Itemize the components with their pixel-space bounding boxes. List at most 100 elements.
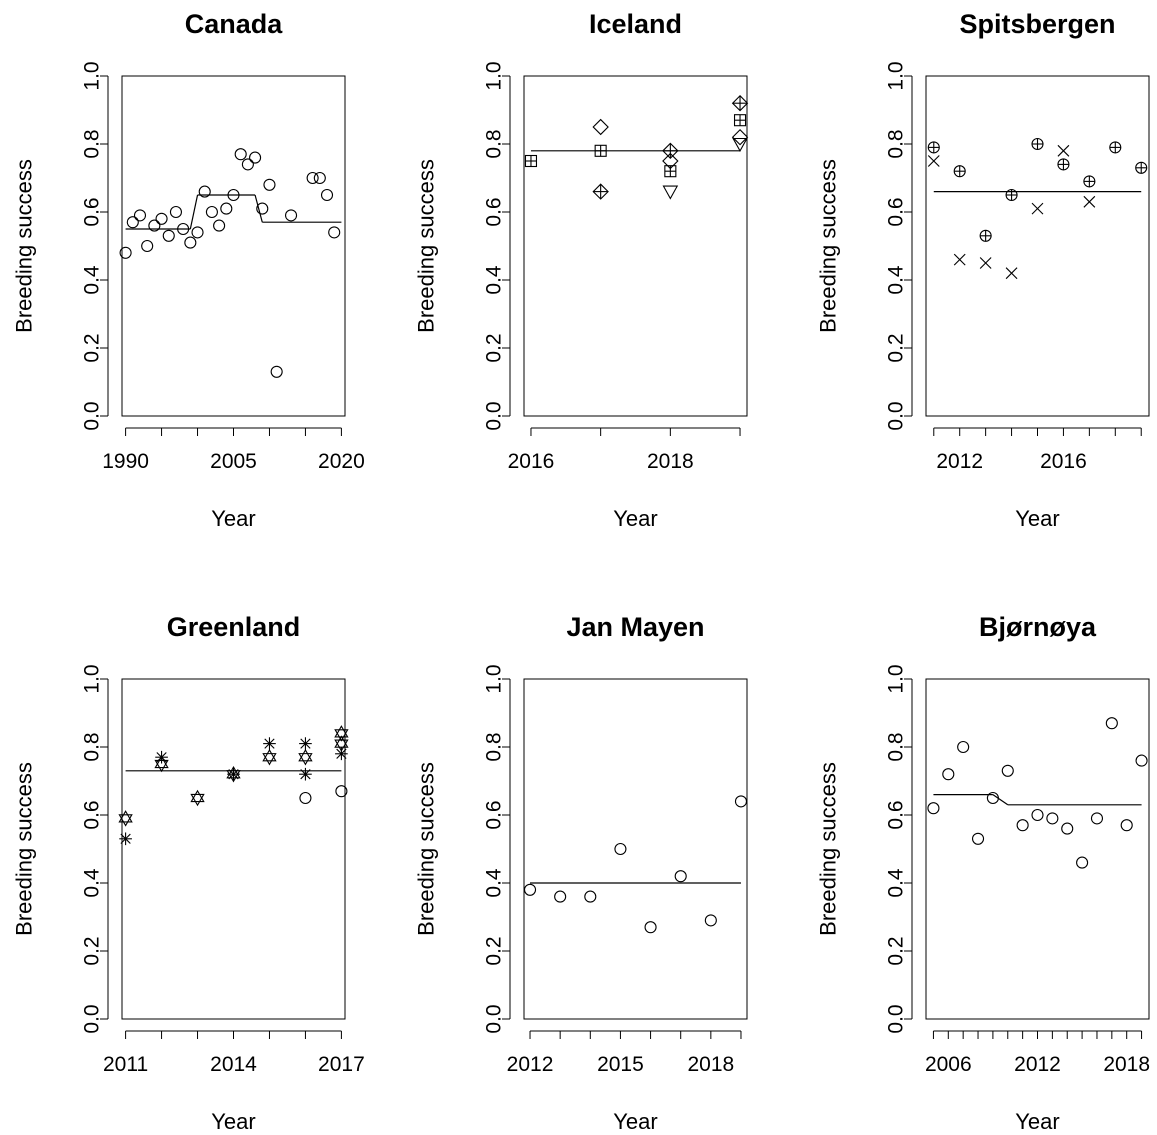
y-tick-label: 0.4 [81, 868, 104, 898]
y-tick-label: 1.0 [483, 61, 506, 90]
data-point [256, 202, 269, 215]
y-tick-label: 0.8 [885, 732, 908, 761]
data-point [942, 768, 955, 781]
data-point [979, 229, 992, 242]
data-point [198, 185, 211, 198]
data-point [313, 171, 326, 185]
data-point [190, 789, 205, 807]
data-point [1135, 161, 1148, 174]
data-point [1090, 812, 1104, 825]
data-point [177, 222, 190, 236]
data-point [299, 737, 312, 750]
y-tick-label: 1.0 [483, 664, 506, 693]
x-tick-label: 2017 [318, 1053, 365, 1076]
data-point [1076, 856, 1089, 869]
panel-canada: Canada 0.0 0.2 0.4 0.6 0.8 1.0 Breeding success… [12, 9, 365, 531]
data-point [155, 750, 168, 764]
chart-title: Spitsbergen [959, 9, 1115, 39]
x-tick-label: 2006 [925, 1053, 972, 1076]
data-point [1057, 144, 1070, 157]
data-point [1061, 822, 1074, 835]
data-point [334, 725, 349, 742]
y-tick-label: 0.6 [885, 197, 908, 226]
plot-frame [121, 75, 346, 417]
x-tick-label: 2015 [597, 1053, 644, 1076]
y-tick-label: 0.2 [483, 936, 506, 965]
chart-title: Greenland [167, 612, 301, 642]
data-point [126, 216, 139, 229]
y-tick-label: 0.4 [483, 265, 506, 295]
y-tick-label: 0.2 [885, 936, 908, 965]
y-tick-label: 1.0 [885, 61, 908, 90]
panel-bjornoya: Bjørnøya 0.0 0.2 0.4 0.6 0.8 1.0 Breeding succe… [816, 612, 1151, 1134]
data-point [664, 165, 677, 178]
y-axis-label: Breeding success [414, 159, 439, 333]
data-point [986, 791, 999, 805]
y-tick-label: 0.0 [885, 1004, 908, 1033]
y-tick-label: 1.0 [81, 61, 104, 90]
data-point [584, 890, 597, 903]
data-point [184, 236, 197, 249]
data-point [213, 219, 226, 232]
data-point [554, 890, 567, 903]
data-point [662, 142, 679, 160]
y-axis-label: Breeding success [414, 762, 439, 936]
data-point [927, 155, 940, 167]
panel-iceland: Iceland 0.0 0.2 0.4 0.6 0.8 1.0 Breeding succes… [414, 9, 749, 531]
y-tick-label: 0.8 [483, 129, 506, 158]
data-point [205, 205, 218, 219]
y-axis-label: Breeding success [12, 762, 37, 936]
data-point [524, 154, 538, 168]
data-point [1031, 808, 1044, 822]
x-tick-label: 2016 [508, 450, 555, 473]
y-tick-label: 0.6 [483, 197, 506, 226]
data-point [119, 832, 132, 846]
data-point [227, 767, 240, 781]
chart-title: Bjørnøya [979, 612, 1097, 642]
plot-frame [925, 75, 1150, 417]
trend-line [992, 794, 1009, 806]
data-point [1109, 141, 1122, 154]
data-point [1083, 175, 1096, 188]
plot-frame [523, 678, 748, 1020]
data-point [1135, 754, 1148, 767]
data-point [953, 165, 966, 178]
plot-frame [121, 678, 346, 1020]
x-tick-label: 2005 [210, 450, 257, 473]
data-point [299, 767, 312, 781]
x-tick-label: 2020 [318, 450, 365, 473]
y-tick-label: 0.4 [483, 868, 506, 898]
y-tick-label: 1.0 [81, 664, 104, 693]
data-point [220, 202, 233, 215]
y-tick-label: 0.6 [81, 800, 104, 829]
y-tick-label: 0.2 [885, 333, 908, 362]
x-tick-label: 2012 [1014, 1053, 1061, 1076]
data-point [284, 209, 298, 222]
data-point [957, 740, 970, 754]
y-tick-label: 0.8 [81, 732, 104, 761]
data-point [1031, 202, 1044, 215]
y-tick-label: 0.4 [885, 868, 908, 898]
data-point [133, 209, 147, 222]
x-tick-label: 2014 [210, 1053, 257, 1076]
y-tick-label: 0.0 [483, 1004, 506, 1033]
y-tick-label: 0.0 [885, 401, 908, 430]
data-point [241, 158, 254, 171]
y-axis-label: Breeding success [816, 762, 841, 936]
data-point [234, 148, 247, 161]
data-point [523, 883, 537, 896]
y-tick-label: 0.2 [81, 936, 104, 965]
y-tick-label: 0.4 [81, 265, 104, 295]
x-tick-label: 2018 [1103, 1053, 1150, 1076]
data-point [1016, 819, 1029, 832]
data-point [732, 137, 748, 153]
x-axis-label: Year [613, 1109, 657, 1134]
x-axis-label: Year [1015, 506, 1059, 531]
data-point [1105, 717, 1118, 730]
x-tick-label: 2012 [936, 450, 983, 473]
x-axis-label: Year [613, 506, 657, 531]
data-point [1120, 819, 1133, 832]
x-tick-label: 2018 [687, 1053, 734, 1076]
data-point [298, 748, 313, 766]
